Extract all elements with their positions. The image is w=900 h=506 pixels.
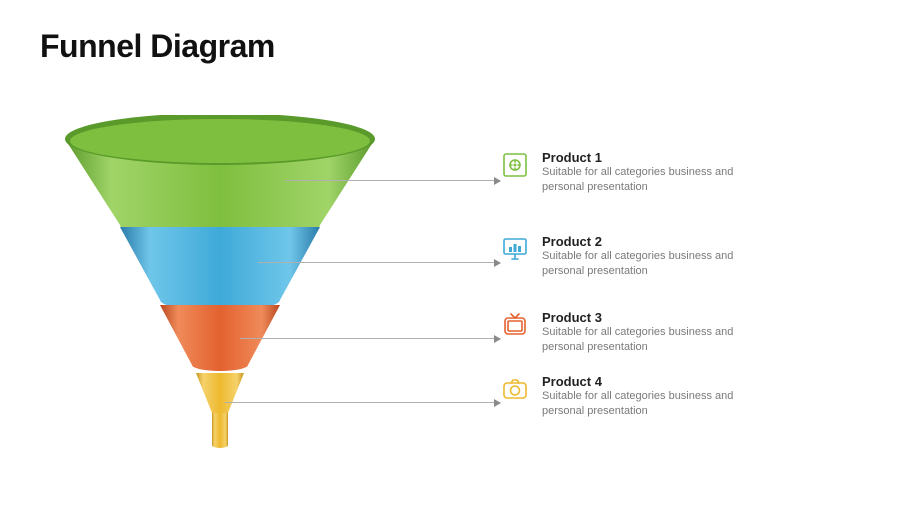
legend-entry-3: Product 3 Suitable for all categories bu… (500, 310, 772, 355)
legend-desc: Suitable for all categories business and… (542, 325, 772, 355)
legend-entry-4: Product 4 Suitable for all categories bu… (500, 374, 772, 419)
funnel-diagram (60, 115, 380, 475)
slide: Funnel Diagram Product 1 Suitable for al… (0, 0, 900, 506)
safe-icon (500, 150, 530, 180)
connector-3 (240, 338, 500, 339)
page-title: Funnel Diagram (40, 28, 275, 65)
legend-name: Product 3 (542, 310, 772, 325)
legend-entry-2: Product 2 Suitable for all categories bu… (500, 234, 772, 279)
connector-4 (225, 402, 500, 403)
legend-desc: Suitable for all categories business and… (542, 249, 772, 279)
legend-desc: Suitable for all categories business and… (542, 389, 772, 419)
legend-entry-1: Product 1 Suitable for all categories bu… (500, 150, 772, 195)
connector-1 (285, 180, 500, 181)
legend-name: Product 1 (542, 150, 772, 165)
legend-name: Product 4 (542, 374, 772, 389)
legend-desc: Suitable for all categories business and… (542, 165, 772, 195)
camera-icon (500, 374, 530, 404)
tv-icon (500, 310, 530, 340)
monitor-chart-icon (500, 234, 530, 264)
legend-name: Product 2 (542, 234, 772, 249)
connector-2 (258, 262, 500, 263)
